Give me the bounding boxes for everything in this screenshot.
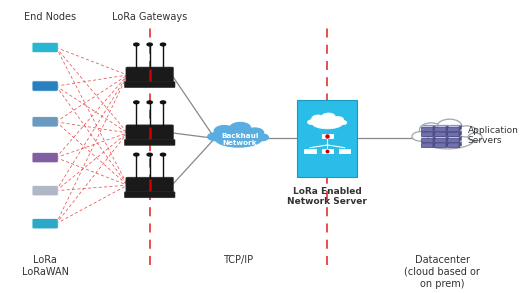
Circle shape xyxy=(160,153,166,156)
Ellipse shape xyxy=(468,133,482,141)
Ellipse shape xyxy=(230,122,251,134)
Polygon shape xyxy=(459,130,462,137)
FancyBboxPatch shape xyxy=(32,219,58,229)
Circle shape xyxy=(134,101,139,104)
FancyBboxPatch shape xyxy=(434,132,446,137)
Polygon shape xyxy=(447,130,462,132)
Circle shape xyxy=(160,43,166,46)
Polygon shape xyxy=(433,130,435,137)
Circle shape xyxy=(134,153,139,156)
FancyBboxPatch shape xyxy=(32,152,58,163)
Ellipse shape xyxy=(419,123,443,137)
FancyBboxPatch shape xyxy=(321,132,334,139)
Polygon shape xyxy=(459,125,462,131)
FancyBboxPatch shape xyxy=(126,125,174,141)
FancyBboxPatch shape xyxy=(421,132,433,137)
Circle shape xyxy=(134,43,139,46)
Ellipse shape xyxy=(412,132,429,141)
Ellipse shape xyxy=(214,125,235,137)
Ellipse shape xyxy=(312,115,325,122)
Ellipse shape xyxy=(208,133,222,141)
Polygon shape xyxy=(447,136,462,137)
FancyBboxPatch shape xyxy=(447,137,459,142)
Circle shape xyxy=(147,43,152,46)
FancyBboxPatch shape xyxy=(32,185,58,196)
Ellipse shape xyxy=(456,126,477,137)
Ellipse shape xyxy=(420,128,475,149)
Polygon shape xyxy=(446,125,449,131)
FancyBboxPatch shape xyxy=(447,143,459,147)
Text: LoRa
LoRaWAN: LoRa LoRaWAN xyxy=(22,255,68,277)
Polygon shape xyxy=(459,136,462,142)
FancyBboxPatch shape xyxy=(421,137,433,142)
Polygon shape xyxy=(459,142,462,147)
Polygon shape xyxy=(447,125,462,127)
Ellipse shape xyxy=(246,128,264,137)
Circle shape xyxy=(147,101,152,104)
FancyBboxPatch shape xyxy=(421,127,433,131)
FancyBboxPatch shape xyxy=(32,117,58,127)
FancyBboxPatch shape xyxy=(126,177,174,193)
FancyBboxPatch shape xyxy=(434,137,446,142)
Text: Backhaul
Network: Backhaul Network xyxy=(221,133,258,146)
Text: Datacenter
(cloud based or
on prem): Datacenter (cloud based or on prem) xyxy=(405,255,481,289)
Polygon shape xyxy=(447,142,462,143)
Ellipse shape xyxy=(438,119,462,133)
Text: TCP/IP: TCP/IP xyxy=(224,255,254,265)
FancyBboxPatch shape xyxy=(126,67,174,83)
Polygon shape xyxy=(433,142,435,147)
Polygon shape xyxy=(434,130,449,132)
Ellipse shape xyxy=(322,113,336,120)
Circle shape xyxy=(160,101,166,104)
Text: LoRa Gateways: LoRa Gateways xyxy=(112,12,187,22)
Polygon shape xyxy=(446,136,449,142)
Circle shape xyxy=(147,153,152,156)
FancyBboxPatch shape xyxy=(32,81,58,91)
Polygon shape xyxy=(421,130,435,132)
Text: End Nodes: End Nodes xyxy=(24,12,76,22)
FancyBboxPatch shape xyxy=(447,127,459,131)
Text: Application
Servers: Application Servers xyxy=(467,126,518,145)
FancyBboxPatch shape xyxy=(434,143,446,147)
Polygon shape xyxy=(421,136,435,137)
Ellipse shape xyxy=(312,117,343,129)
Polygon shape xyxy=(421,125,435,127)
Polygon shape xyxy=(433,136,435,142)
FancyBboxPatch shape xyxy=(447,132,459,137)
Polygon shape xyxy=(434,136,449,137)
Ellipse shape xyxy=(256,134,269,141)
Polygon shape xyxy=(446,130,449,137)
FancyBboxPatch shape xyxy=(124,139,175,146)
Ellipse shape xyxy=(339,120,347,125)
Text: LoRa Enabled
Network Server: LoRa Enabled Network Server xyxy=(287,187,367,206)
Ellipse shape xyxy=(307,120,316,125)
Ellipse shape xyxy=(332,117,344,122)
Ellipse shape xyxy=(215,130,262,147)
FancyBboxPatch shape xyxy=(303,148,317,154)
FancyBboxPatch shape xyxy=(124,82,175,88)
FancyBboxPatch shape xyxy=(338,148,352,154)
FancyBboxPatch shape xyxy=(32,42,58,53)
FancyBboxPatch shape xyxy=(421,143,433,147)
FancyBboxPatch shape xyxy=(434,127,446,131)
Polygon shape xyxy=(434,125,449,127)
Polygon shape xyxy=(421,142,435,143)
Polygon shape xyxy=(434,142,449,143)
FancyBboxPatch shape xyxy=(124,192,175,198)
FancyBboxPatch shape xyxy=(321,148,334,154)
FancyBboxPatch shape xyxy=(297,100,357,177)
Polygon shape xyxy=(446,142,449,147)
Polygon shape xyxy=(433,125,435,131)
